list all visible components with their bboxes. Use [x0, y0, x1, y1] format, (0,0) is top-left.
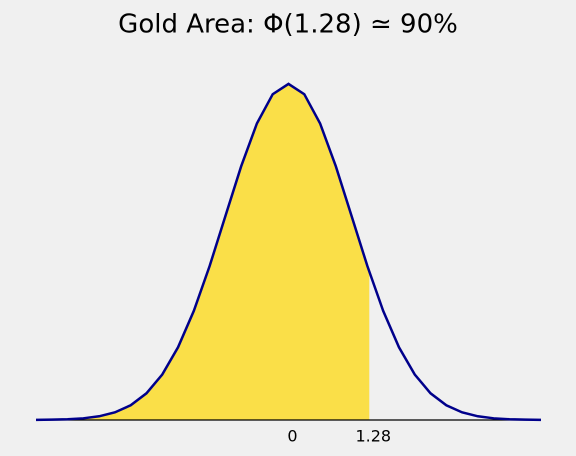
curve — [35, 82, 542, 422]
x-tick-label: 0 — [287, 427, 297, 446]
x-tick-label: 1.28 — [355, 427, 391, 446]
chart-title: Gold Area: Φ(1.28) ≃ 90% — [118, 10, 458, 40]
shaded-area — [36, 83, 370, 420]
